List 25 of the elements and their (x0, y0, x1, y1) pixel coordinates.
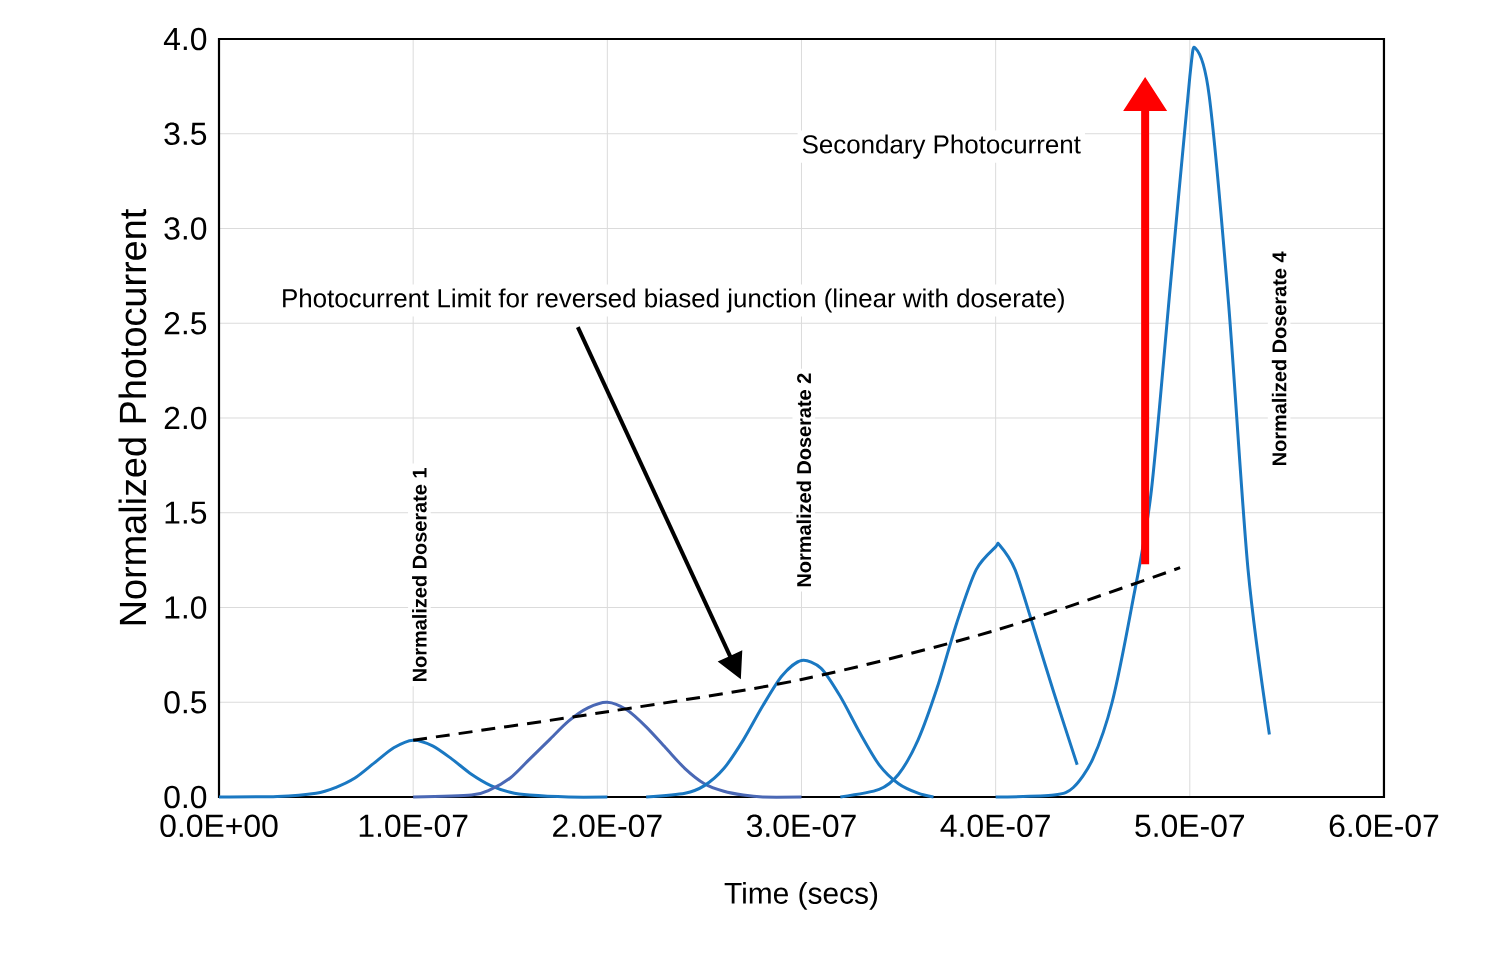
x-tick-label: 4.0E-07 (940, 814, 1050, 838)
y-tick-label: 3.5 (164, 122, 207, 146)
x-tick-label: 1.0E-07 (359, 814, 468, 838)
x-tick-label: 2.0E-07 (553, 814, 662, 838)
y-tick-label: 0.0 (164, 785, 207, 809)
y-tick-label: 1.5 (165, 501, 207, 524)
annotation: Photocurrent Limit for reversed biased junction (linear with doserate) (283, 288, 1064, 313)
x-tick-label: 5.0E-07 (1135, 814, 1245, 838)
y-tick-label: 3.0 (164, 217, 207, 240)
x-tick-label: 0.0E+00 (160, 814, 278, 838)
y-tick-label: 2.0 (164, 406, 207, 430)
x-tick-label: 3.0E-07 (746, 814, 856, 838)
y-axis-title: Normalized Photocurrent (118, 209, 147, 625)
annotation: Normalized Doserate 1 (412, 468, 427, 681)
annotation: Normalized Doserate 2 (796, 373, 812, 587)
annotation: Secondary Photocurrent (802, 134, 1081, 159)
line-series (217, 738, 609, 799)
x-tick-label: 6.0E-07 (1329, 814, 1439, 838)
x-axis-title: Time (secs) (724, 881, 878, 910)
annotation: Normalized Doserate 4 (1271, 251, 1287, 465)
line-series (411, 700, 803, 799)
y-tick-label: 1.0 (165, 596, 207, 619)
y-tick-label: 2.5 (164, 311, 207, 335)
y-tick-label: 0.5 (164, 690, 207, 714)
y-tick-label: 4.0 (163, 27, 207, 51)
